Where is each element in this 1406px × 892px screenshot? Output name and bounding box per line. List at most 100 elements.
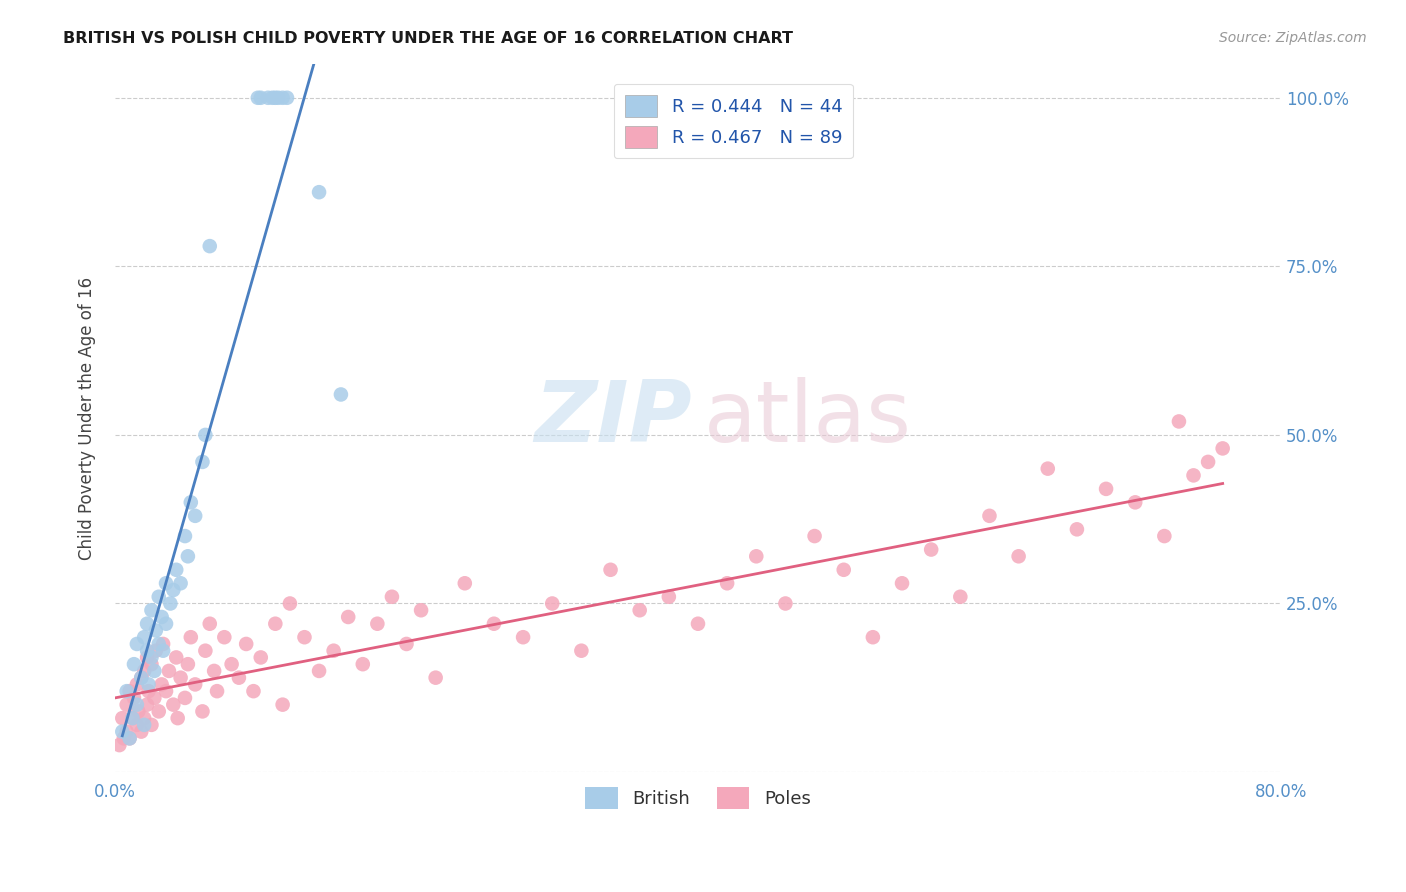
Point [246, 91, 269, 105]
Point [1095, 482, 1118, 496]
Point [803, 529, 825, 543]
Point [136, 616, 159, 631]
Point [381, 590, 404, 604]
Point [155, 616, 177, 631]
Point [143, 664, 166, 678]
Point [271, 698, 294, 712]
Point [775, 597, 797, 611]
Point [425, 671, 447, 685]
Point [118, 731, 141, 746]
Point [129, 671, 152, 685]
Point [308, 664, 330, 678]
Point [1123, 495, 1146, 509]
Point [121, 711, 143, 725]
Point [191, 705, 214, 719]
Point [165, 650, 187, 665]
Point [745, 549, 768, 564]
Point [482, 616, 505, 631]
Point [129, 671, 152, 685]
Point [214, 630, 236, 644]
Point [184, 508, 207, 523]
Point [134, 664, 156, 678]
Point [949, 590, 972, 604]
Point [308, 185, 330, 199]
Point [599, 563, 621, 577]
Point [143, 690, 166, 705]
Text: atlas: atlas [704, 376, 912, 459]
Point [409, 603, 432, 617]
Point [174, 529, 197, 543]
Point [194, 643, 217, 657]
Point [127, 705, 149, 719]
Point [112, 731, 135, 746]
Point [1182, 468, 1205, 483]
Point [148, 590, 170, 604]
Point [141, 657, 163, 672]
Point [115, 698, 138, 712]
Point [155, 684, 177, 698]
Point [145, 643, 167, 657]
Text: BRITISH VS POLISH CHILD POVERTY UNDER THE AGE OF 16 CORRELATION CHART: BRITISH VS POLISH CHILD POVERTY UNDER TH… [63, 31, 793, 46]
Point [148, 637, 170, 651]
Point [512, 630, 534, 644]
Point [159, 597, 181, 611]
Point [136, 698, 159, 712]
Point [395, 637, 418, 651]
Point [122, 657, 145, 672]
Point [262, 91, 284, 105]
Point [108, 738, 131, 752]
Point [541, 597, 564, 611]
Point [122, 690, 145, 705]
Point [141, 650, 163, 665]
Point [1212, 442, 1234, 456]
Point [152, 637, 174, 651]
Point [138, 684, 160, 698]
Point [177, 657, 200, 672]
Point [278, 597, 301, 611]
Point [134, 718, 156, 732]
Point [121, 711, 143, 725]
Point [129, 724, 152, 739]
Point [257, 91, 280, 105]
Text: Source: ZipAtlas.com: Source: ZipAtlas.com [1219, 31, 1367, 45]
Point [235, 637, 257, 651]
Point [145, 624, 167, 638]
Point [177, 549, 200, 564]
Point [267, 91, 290, 105]
Point [249, 650, 271, 665]
Point [150, 610, 173, 624]
Point [1007, 549, 1029, 564]
Point [115, 684, 138, 698]
Point [157, 664, 180, 678]
Point [115, 724, 138, 739]
Point [716, 576, 738, 591]
Y-axis label: Child Poverty Under the Age of 16: Child Poverty Under the Age of 16 [79, 277, 96, 559]
Point [152, 643, 174, 657]
Point [194, 428, 217, 442]
Point [249, 91, 271, 105]
Point [111, 724, 134, 739]
Point [979, 508, 1001, 523]
Point [242, 684, 264, 698]
Point [118, 684, 141, 698]
Point [180, 495, 202, 509]
Point [337, 610, 360, 624]
Point [136, 650, 159, 665]
Point [1168, 414, 1191, 428]
Point [136, 643, 159, 657]
Point [628, 603, 651, 617]
Point [202, 664, 225, 678]
Point [920, 542, 942, 557]
Point [180, 630, 202, 644]
Point [174, 690, 197, 705]
Point [329, 387, 352, 401]
Point [162, 582, 184, 597]
Point [162, 698, 184, 712]
Point [155, 576, 177, 591]
Point [125, 698, 148, 712]
Point [1036, 461, 1059, 475]
Legend: British, Poles: British, Poles [578, 780, 818, 816]
Point [150, 677, 173, 691]
Point [352, 657, 374, 672]
Point [169, 576, 191, 591]
